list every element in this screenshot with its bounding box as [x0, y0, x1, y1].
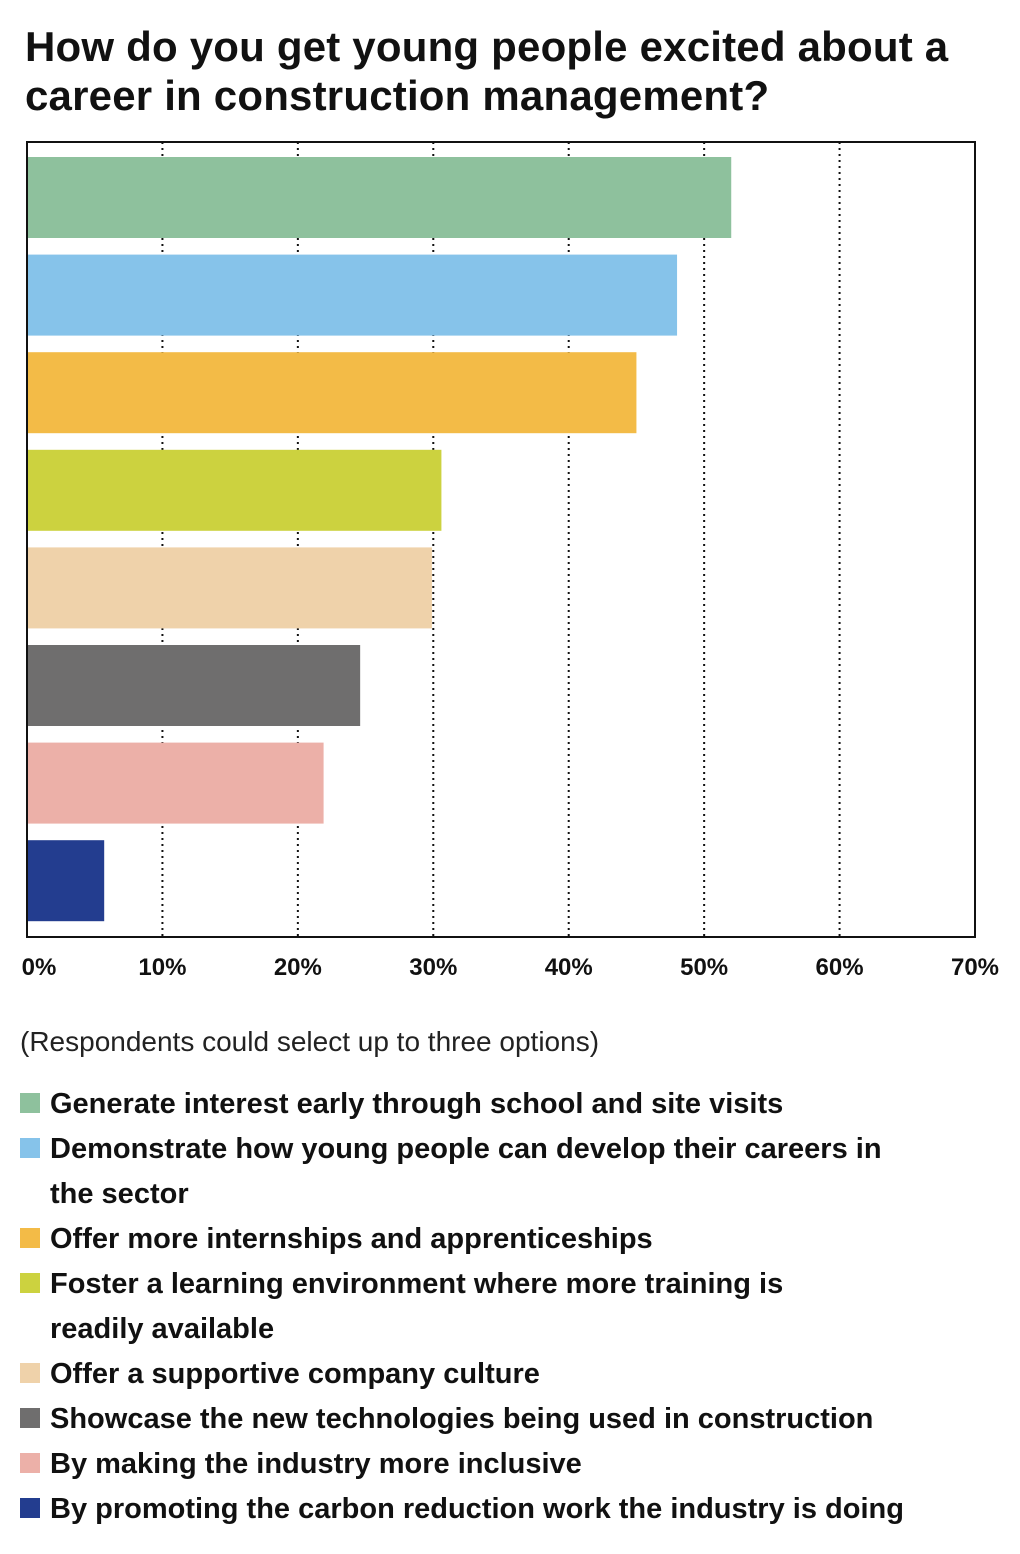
legend-swatch — [20, 1498, 40, 1518]
x-tick-label: 70% — [951, 954, 999, 981]
legend-swatch — [20, 1138, 40, 1158]
bar — [27, 742, 324, 824]
legend-item: Demonstrate how young people can develop… — [20, 1127, 1010, 1217]
legend-item: Foster a learning environment where more… — [20, 1262, 1010, 1352]
plot-frame — [26, 141, 976, 938]
legend-item: Offer more internships and apprenticeshi… — [20, 1217, 1010, 1262]
bar — [27, 840, 105, 922]
legend-item: By making the industry more inclusive — [20, 1442, 1010, 1487]
x-tick-label: 40% — [545, 954, 593, 981]
x-tick-label: 30% — [409, 954, 457, 981]
bar-chart: 0% 10% 20% 30% 40% 50% 60% 70% — [22, 141, 999, 981]
x-tick-label: 10% — [138, 954, 186, 981]
legend-item: Showcase the new technologies being used… — [20, 1397, 1010, 1442]
legend-swatch — [20, 1228, 40, 1248]
chart-title: How do you get young people excited abou… — [25, 23, 949, 119]
legend-item: Generate interest early through school a… — [20, 1082, 1010, 1127]
legend-label: Foster a learning environment where more… — [50, 1268, 784, 1345]
x-tick-label: 20% — [274, 954, 322, 981]
bar — [27, 352, 637, 434]
legend-item: By promoting the carbon reduction work t… — [20, 1487, 1010, 1532]
bar — [27, 645, 361, 726]
legend-label: Demonstrate how young people can develop… — [50, 1133, 882, 1210]
bar — [27, 449, 442, 531]
bar — [27, 157, 732, 238]
legend-label: By promoting the carbon reduction work t… — [50, 1493, 904, 1525]
legend-label: Offer a supportive company culture — [50, 1358, 540, 1390]
bar — [27, 547, 432, 629]
bar — [27, 254, 678, 336]
legend-swatch — [20, 1093, 40, 1113]
legend-label: By making the industry more inclusive — [50, 1448, 582, 1480]
x-tick-label: 0% — [22, 954, 57, 981]
legend-label: Offer more internships and apprenticeshi… — [50, 1223, 653, 1255]
legend-label: Showcase the new technologies being used… — [50, 1403, 874, 1435]
legend-swatch — [20, 1273, 40, 1293]
x-tick-label: 60% — [816, 954, 864, 981]
legend-swatch — [20, 1363, 40, 1383]
legend-swatch — [20, 1453, 40, 1473]
legend-label: Generate interest early through school a… — [50, 1088, 784, 1120]
chart-note: (Respondents could select up to three op… — [20, 1026, 600, 1057]
legend-swatch — [20, 1408, 40, 1428]
legend: Generate interest early through school a… — [20, 1082, 1010, 1532]
x-tick-label: 50% — [680, 954, 728, 981]
legend-item: Offer a supportive company culture — [20, 1352, 1010, 1397]
